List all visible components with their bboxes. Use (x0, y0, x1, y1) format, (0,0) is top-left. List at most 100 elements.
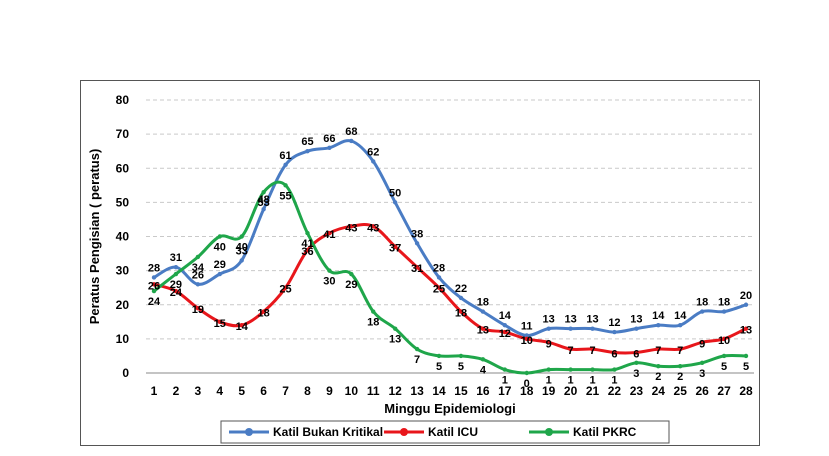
legend-entry: Katil Bukan Kritikal (273, 425, 383, 439)
data-point (151, 275, 157, 280)
data-point (305, 230, 310, 236)
x-tick-label: 19 (542, 384, 556, 398)
data-label: 13 (477, 325, 489, 337)
data-label: 2 (677, 371, 683, 383)
data-point (371, 159, 376, 164)
y-tick-label: 10 (116, 332, 130, 346)
data-label: 24 (148, 296, 161, 308)
data-point (414, 346, 420, 352)
legend-entry: Katil ICU (428, 425, 478, 439)
data-point (699, 309, 705, 314)
x-tick-label: 6 (260, 384, 267, 398)
data-label: 15 (214, 318, 226, 330)
data-point (217, 319, 222, 325)
data-label: 34 (192, 262, 205, 274)
x-tick-label: 5 (238, 384, 245, 398)
x-tick-label: 11 (367, 384, 380, 398)
data-label: 10 (718, 335, 730, 347)
y-tick-label: 80 (116, 93, 130, 107)
data-point (261, 309, 266, 314)
data-point (546, 326, 551, 331)
data-label: 41 (323, 229, 335, 241)
legend-swatch-marker (545, 428, 553, 436)
legend-swatch-marker (400, 428, 408, 436)
data-point (414, 241, 420, 246)
data-point (349, 138, 354, 144)
data-point (656, 323, 661, 328)
data-label: 5 (743, 361, 749, 373)
data-point (699, 340, 705, 345)
x-tick-label: 27 (717, 384, 731, 398)
data-label: 4 (480, 364, 487, 376)
data-label: 31 (170, 252, 182, 264)
data-point (195, 282, 201, 287)
data-point (743, 326, 749, 331)
data-point (678, 346, 683, 352)
legend-box (220, 420, 670, 444)
data-point (743, 353, 749, 359)
data-point (502, 329, 508, 335)
data-label: 2 (655, 371, 661, 383)
data-point (502, 367, 508, 372)
data-point (458, 309, 464, 314)
data-label: 22 (455, 283, 467, 295)
data-label: 9 (546, 338, 552, 350)
data-label: 40 (236, 242, 248, 254)
data-point (195, 254, 201, 260)
data-point (239, 234, 244, 239)
data-label: 25 (433, 284, 445, 296)
x-tick-label: 16 (476, 384, 490, 398)
data-point (173, 271, 179, 277)
data-label: 38 (411, 228, 423, 240)
data-label: 53 (258, 197, 270, 209)
data-point (634, 360, 639, 365)
grid-layer (146, 99, 754, 340)
data-label: 43 (345, 222, 357, 234)
data-label: 36 (301, 246, 313, 258)
data-label: 25 (279, 284, 291, 296)
data-label: 7 (568, 345, 574, 357)
data-point (305, 247, 310, 253)
data-point (327, 268, 332, 273)
y-tick-label: 20 (116, 298, 130, 312)
data-label: 7 (414, 354, 420, 366)
legend-entry: Katil PKRC (573, 425, 637, 439)
data-label: 7 (677, 345, 683, 357)
x-tick-label: 28 (739, 384, 753, 398)
data-label: 3 (633, 368, 639, 380)
data-point (656, 346, 661, 352)
data-label: 20 (740, 290, 752, 302)
data-label: 40 (214, 242, 226, 254)
data-point (239, 258, 244, 263)
data-label: 18 (455, 308, 467, 320)
x-tick-label: 2 (173, 384, 180, 398)
data-point (590, 367, 595, 372)
data-label: 13 (564, 314, 576, 326)
data-point (568, 367, 573, 372)
data-label: 14 (499, 310, 512, 322)
data-point (634, 326, 639, 331)
data-label: 0 (524, 378, 530, 390)
data-point (568, 346, 573, 352)
x-tick-label: 8 (304, 384, 311, 398)
x-tick-label: 7 (282, 384, 289, 398)
data-label: 26 (192, 269, 204, 281)
chart-frame: 0 10 20 30 40 50 60 70 80 1 2 3 4 5 6 7 8 9 10 11 12 13 14 15 16… (80, 80, 760, 446)
data-point (656, 363, 661, 369)
data-point (743, 302, 749, 307)
data-point (480, 357, 486, 362)
data-label: 13 (389, 334, 401, 346)
data-point (261, 189, 266, 195)
y-tick-label: 0 (122, 366, 129, 380)
x-tick-label: 23 (630, 384, 644, 398)
y-tick-label: 70 (116, 127, 130, 141)
y-tick-label: 30 (116, 264, 130, 278)
data-label: 48 (258, 194, 270, 206)
data-label: 12 (608, 317, 620, 329)
x-tick-label: 13 (410, 384, 424, 398)
data-label: 9 (699, 338, 705, 350)
data-point (524, 370, 529, 376)
data-label: 68 (345, 126, 357, 138)
data-label: 7 (589, 345, 595, 357)
